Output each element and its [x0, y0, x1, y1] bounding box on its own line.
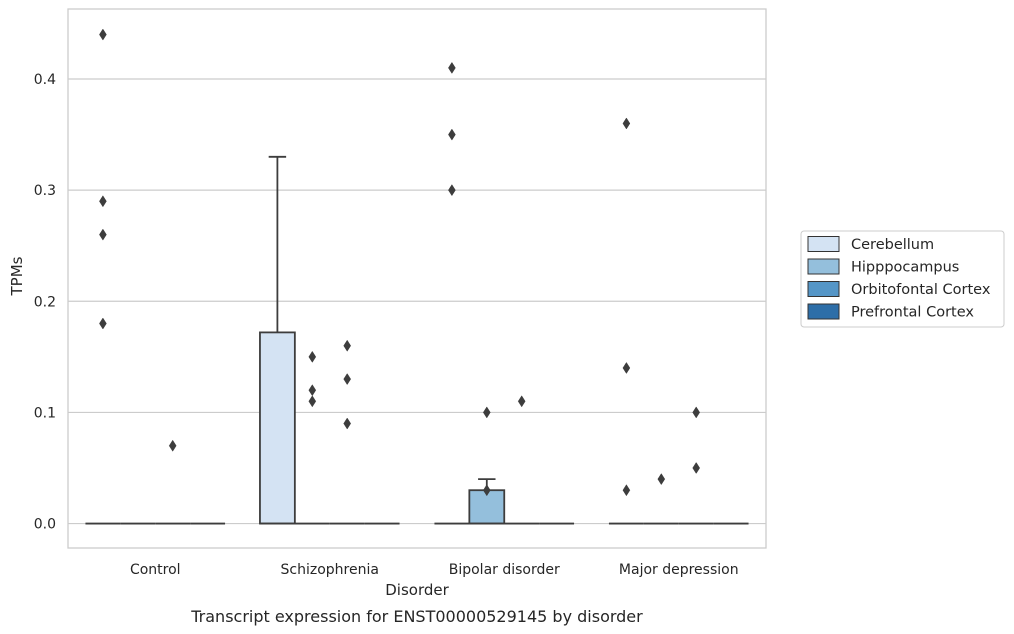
box-body	[259, 331, 296, 525]
y-tick-label: 0.2	[34, 294, 56, 310]
x-axis-title: Disorder	[385, 581, 449, 599]
outlier-point	[692, 406, 700, 419]
outlier-point	[343, 417, 351, 430]
outlier-point	[99, 228, 107, 241]
y-tick-label: 0.1	[34, 405, 56, 421]
legend-label-orbitofontal-cortex: Orbitofontal Cortex	[851, 282, 991, 298]
outlier-point	[448, 128, 456, 141]
x-tick-label: Schizophrenia	[281, 562, 379, 578]
outlier-point	[483, 484, 491, 497]
y-tick-label: 0.4	[34, 72, 56, 88]
legend-swatch-orbitofontal-cortex	[807, 281, 840, 297]
legend-frame	[800, 230, 1005, 328]
outlier-point	[99, 195, 107, 208]
outlier-point	[343, 339, 351, 352]
y-tick-label: 0.0	[34, 517, 56, 533]
legend-label-hipppocampus: Hipppocampus	[851, 260, 959, 276]
outlier-point	[622, 361, 631, 374]
outlier-point	[99, 317, 107, 330]
legend-label-cerebellum: Cerebellum	[851, 237, 934, 253]
outlier-point	[99, 28, 107, 41]
outlier-point	[168, 439, 177, 452]
legend-swatch-cerebellum	[807, 236, 840, 252]
legend: Cerebellum Hipppocampus Orbitofontal Corte…	[800, 230, 1005, 328]
x-tick-label: Major depression	[619, 562, 739, 578]
x-tick-label: Control	[130, 562, 181, 578]
plot-area	[67, 8, 767, 549]
outlier-point	[448, 61, 456, 74]
legend-swatch-prefrontal-cortex	[807, 303, 840, 320]
outlier-point	[657, 473, 666, 486]
outlier-point	[622, 117, 631, 130]
outlier-point	[517, 395, 526, 408]
outlier-point	[308, 350, 317, 363]
x-tick-labels: Control Schizophrenia Bipolar disorder Majo…	[130, 562, 739, 578]
outlier-point	[483, 406, 491, 419]
y-tick-labels: 0.0 0.1 0.2 0.3 0.4	[34, 72, 56, 533]
outlier-point	[343, 373, 351, 386]
outlier-point	[448, 184, 456, 197]
box-cerebellum-schizophrenia	[259, 155, 296, 525]
legend-label-prefrontal-cortex: Prefrontal Cortex	[851, 305, 974, 321]
figure-caption: Transcript expression for ENST0000052914…	[190, 607, 643, 626]
outlier-point	[308, 395, 317, 408]
outliers	[99, 28, 700, 497]
y-axis-title: TPMs	[8, 256, 26, 296]
legend-swatch-hipppocampus	[807, 258, 840, 275]
x-tick-label: Bipolar disorder	[449, 562, 560, 578]
outlier-point	[622, 484, 631, 497]
outlier-point	[692, 462, 700, 474]
y-tick-label: 0.3	[34, 183, 56, 199]
plot-frame	[67, 8, 767, 549]
